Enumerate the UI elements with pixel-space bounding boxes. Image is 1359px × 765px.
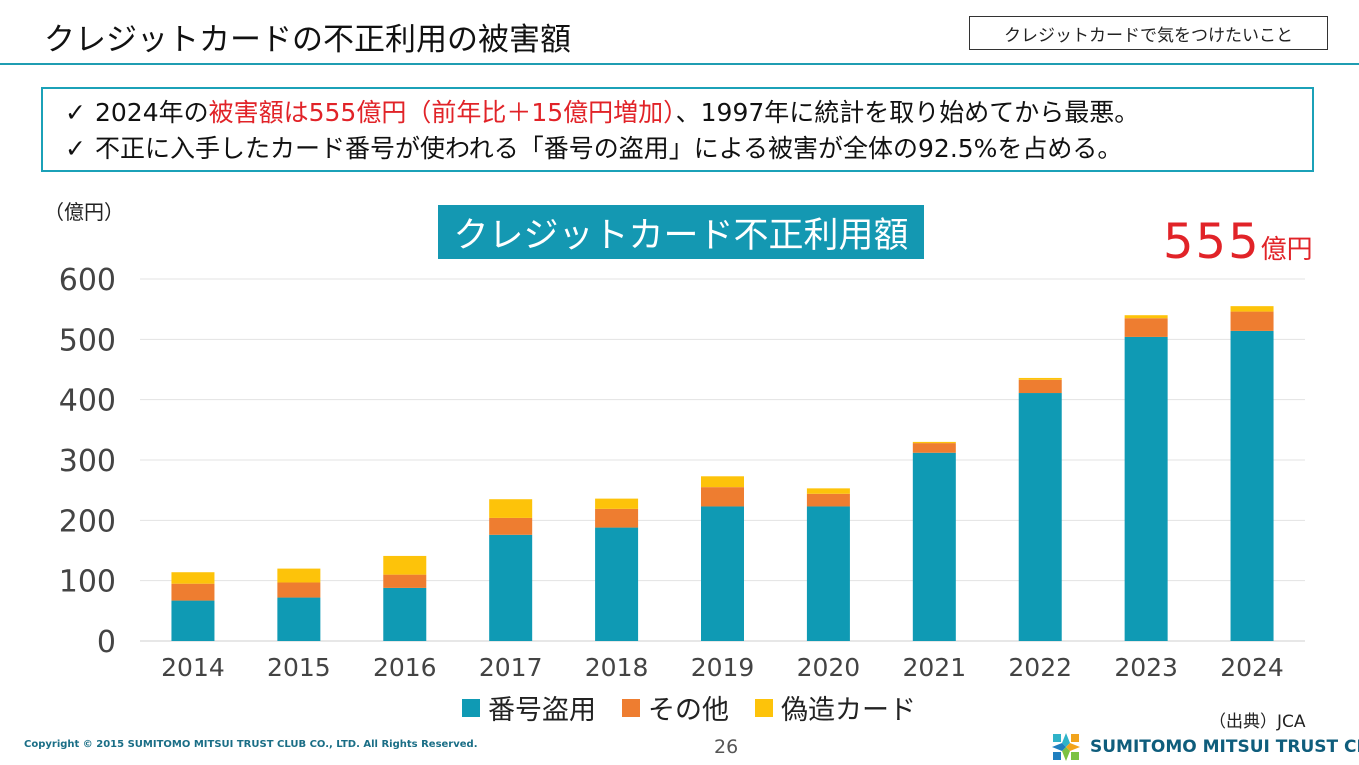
bar-segment-other [1124, 318, 1168, 337]
bar-segment-other [595, 508, 639, 528]
legend-label: 偽造カード [781, 695, 916, 726]
x-tick-label: 2019 [691, 653, 755, 682]
y-tick-label: 200 [59, 504, 116, 539]
summary-line-2: ✓ 不正に入手したカード番号が使われる「番号の盗用」による被害が全体の92.5%を… [65, 131, 1312, 167]
bar-segment-other [806, 493, 850, 507]
x-tick-label: 2017 [479, 653, 543, 682]
brand-logo: SUMITOMO MITSUI TRUST CLUB [1050, 731, 1359, 763]
bar-segment-counterfeit [383, 555, 427, 575]
legend-label: 番号盗用 [488, 695, 596, 726]
bar-segment-number-theft [171, 600, 215, 641]
x-tick-label: 2014 [161, 653, 225, 682]
y-tick-label: 0 [97, 625, 116, 660]
bar-segment-counterfeit [1018, 377, 1062, 380]
y-tick-label: 600 [59, 263, 116, 298]
bar-segment-number-theft [806, 506, 850, 641]
total-unit: 億円 [1260, 235, 1313, 265]
x-tick-label: 2024 [1220, 653, 1284, 682]
bar-segment-counterfeit [277, 568, 321, 583]
copyright-text: Copyright © 2015 SUMITOMO MITSUI TRUST C… [24, 739, 478, 750]
brand-name: SUMITOMO MITSUI TRUST CLUB [1090, 737, 1359, 757]
summary-line-2-text: 不正に入手したカード番号が使われる「番号の盗用」による被害が全体の92.5%を占… [95, 134, 1123, 163]
bar-segment-counterfeit [595, 498, 639, 509]
bar-segment-other [171, 583, 215, 601]
bar-segment-number-theft [701, 506, 744, 641]
x-tick-label: 2021 [903, 653, 967, 682]
bar-segment-number-theft [595, 527, 639, 641]
summary-line-1-prefix: 2024年の [95, 98, 209, 127]
bar-segment-number-theft [277, 597, 321, 641]
source-note: （出典）JCA [1209, 712, 1306, 732]
legend-label: その他 [648, 695, 729, 726]
check-icon: ✓ [65, 98, 86, 127]
chart-title: クレジットカード不正利用額 [438, 205, 924, 259]
bar-segment-other [383, 574, 427, 588]
section-tag: クレジットカードで気をつけたいこと [969, 16, 1328, 50]
bar-segment-counterfeit [489, 499, 533, 518]
x-tick-label: 2016 [373, 653, 437, 682]
bar-segment-other [701, 487, 744, 507]
legend-item: 偽造カード [755, 688, 916, 727]
total-value: 555 [1163, 214, 1261, 270]
bar-segment-counterfeit [701, 476, 744, 488]
header-divider [0, 63, 1359, 65]
bar-segment-counterfeit [806, 488, 850, 494]
bar-segment-number-theft [1124, 336, 1168, 641]
bar-segment-other [1018, 379, 1062, 394]
x-tick-label: 2023 [1114, 653, 1178, 682]
bar-segment-number-theft [912, 452, 956, 641]
x-tick-label: 2018 [585, 653, 649, 682]
summary-line-1: ✓ 2024年の被害額は555億円（前年比＋15億円増加）、1997年に統計を取り… [65, 95, 1312, 131]
total-callout: 555億円 [1163, 214, 1313, 270]
bar-segment-number-theft [1230, 330, 1274, 641]
bar-segment-other [277, 582, 321, 598]
check-icon: ✓ [65, 134, 86, 163]
sumitomo-mitsui-trust-club-logo-icon [1052, 733, 1080, 761]
y-axis-unit-label: （億円） [44, 200, 124, 224]
summary-line-1-suffix: 、1997年に統計を取り始めてから最悪。 [675, 98, 1140, 127]
y-tick-label: 100 [59, 565, 116, 600]
y-tick-label: 400 [59, 384, 116, 419]
summary-line-1-highlight: 被害額は555億円（前年比＋15億円増加） [208, 98, 676, 127]
page-number: 26 [714, 736, 739, 758]
legend-item: その他 [622, 688, 729, 727]
bar-segment-counterfeit [1230, 306, 1274, 312]
x-tick-label: 2022 [1008, 653, 1072, 682]
bar-segment-counterfeit [171, 572, 215, 584]
legend-swatch [622, 698, 640, 717]
bar-segment-other [489, 517, 533, 535]
bar-segment-number-theft [383, 587, 427, 641]
x-tick-label: 2020 [797, 653, 861, 682]
bar-segment-number-theft [489, 534, 533, 641]
bar-segment-other [912, 443, 956, 453]
bar-segment-counterfeit [1124, 315, 1168, 319]
y-tick-label: 500 [59, 323, 116, 358]
y-tick-label: 300 [59, 444, 116, 479]
legend-swatch [462, 698, 480, 717]
legend-swatch [755, 698, 773, 717]
legend-item: 番号盗用 [462, 688, 596, 727]
chart-legend: 番号盗用 その他 偽造カード [462, 688, 942, 727]
bar-segment-counterfeit [912, 441, 956, 444]
bar-segment-other [1230, 311, 1274, 331]
bar-segment-number-theft [1018, 393, 1062, 641]
page-title: クレジットカードの不正利用の被害額 [44, 22, 571, 58]
summary-box: ✓ 2024年の被害額は555億円（前年比＋15億円増加）、1997年に統計を取り… [41, 87, 1314, 172]
x-tick-label: 2015 [267, 653, 331, 682]
